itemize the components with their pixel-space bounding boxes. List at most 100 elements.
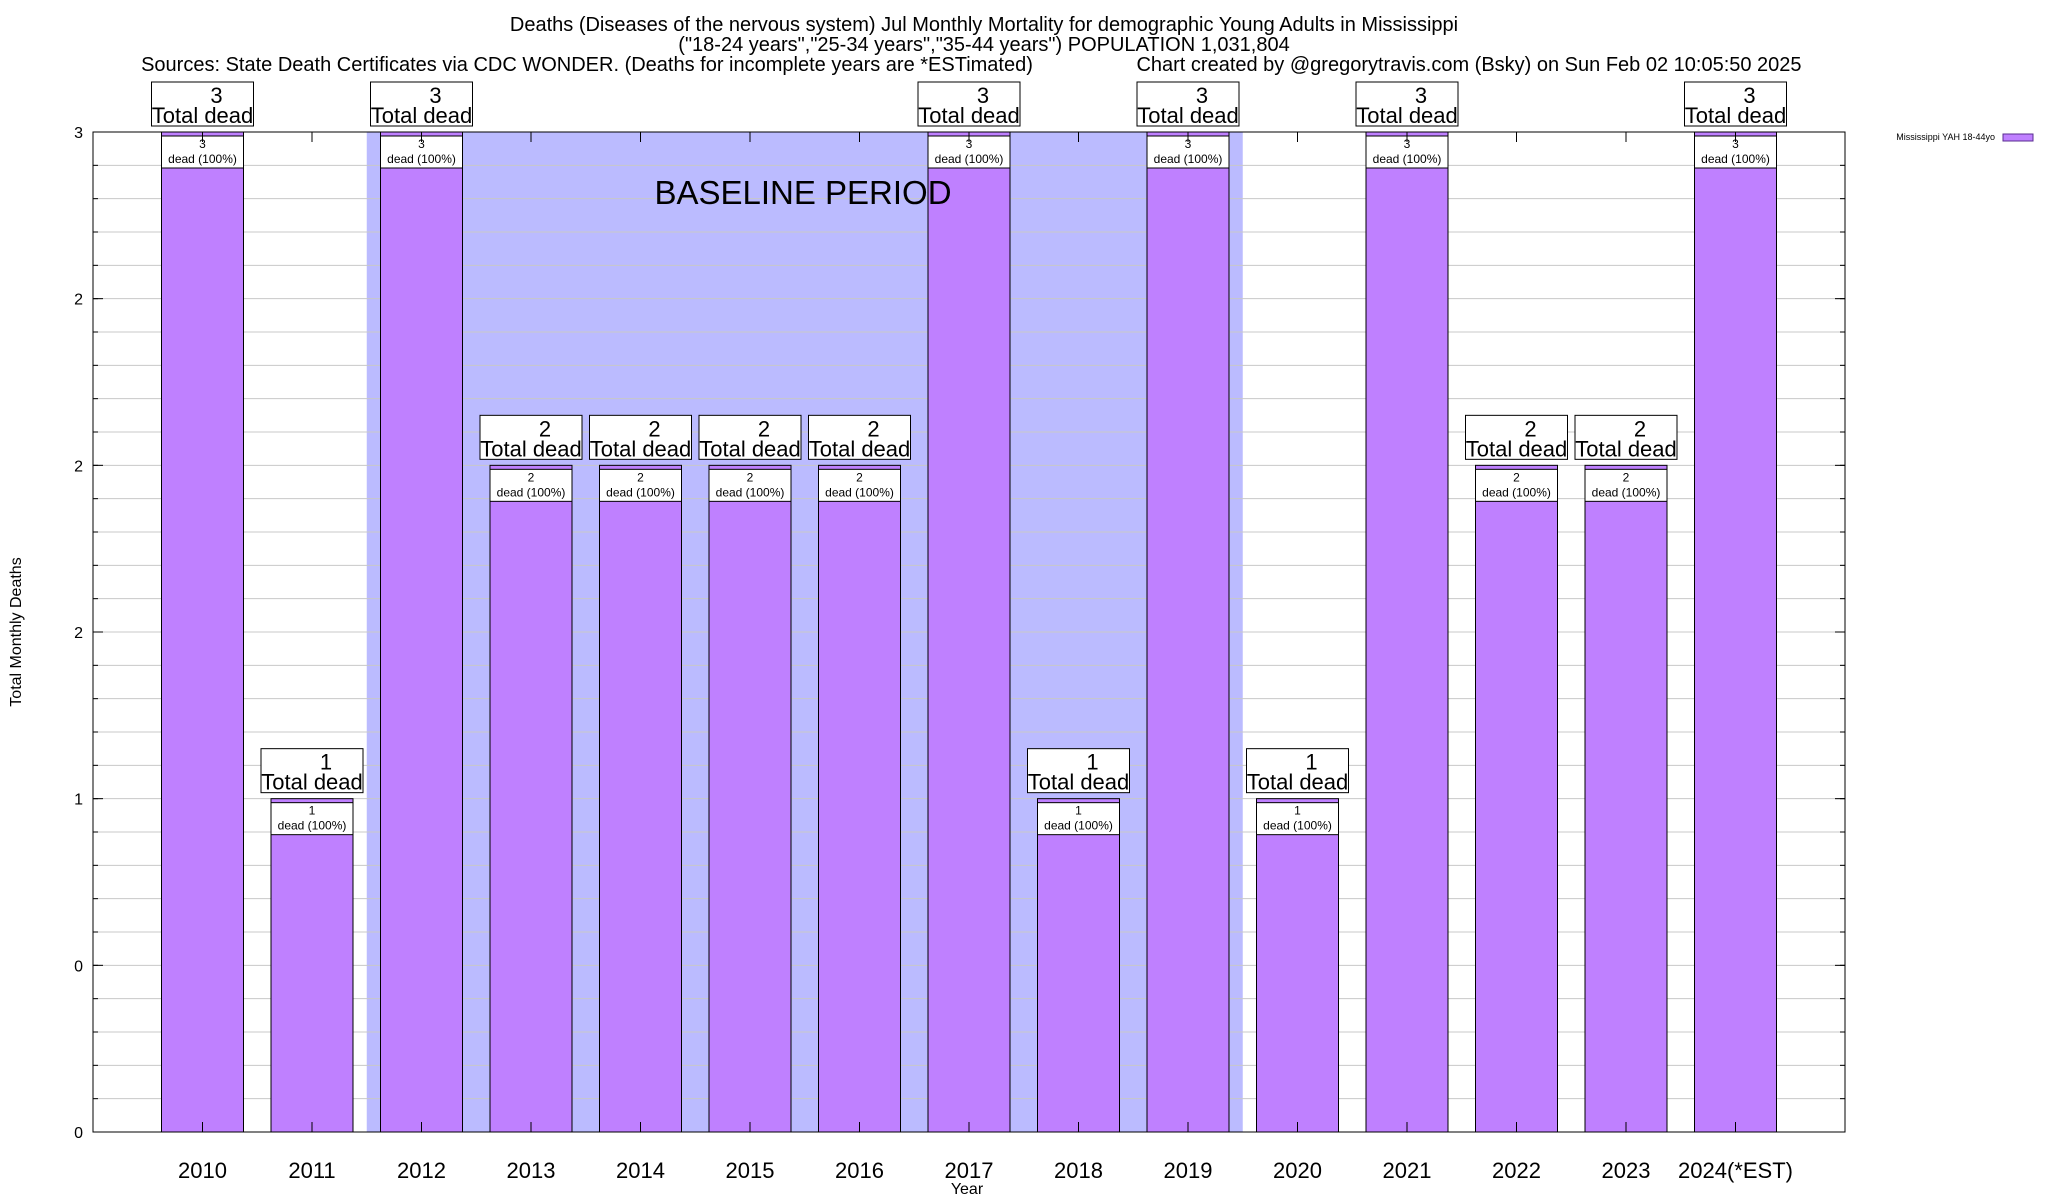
bar-total-label-box [479,414,583,460]
bar-inner-label-box [1037,802,1120,836]
bar-total-value-label: 2 [648,416,660,441]
bar-total-text-label: Total dead [480,436,582,461]
baseline-period-label: BASELINE PERIOD [654,174,951,211]
bar-total-value-label: 1 [1086,750,1098,775]
y-tick-label: 0 [74,958,83,975]
y-tick-label: 2 [74,292,83,309]
bar-total-value-label: 1 [320,750,332,775]
bar-inner-label-box [708,468,792,502]
bar-inner-value-label: 2 [528,470,535,484]
legend: Mississippi YAH 18-44yo [1896,132,2034,142]
bar-total-text-label: Total dead [809,436,911,461]
bar-total-value-label: 1 [1305,750,1317,775]
bar-total-label-box [589,414,692,460]
bar-total-text-label: Total dead [1356,103,1458,128]
bar [1037,798,1120,1133]
bar-inner-percent-label: dead (100%) [1701,152,1770,166]
bar-inner-percent-label: dead (100%) [825,485,894,499]
bar-inner-value-label: 2 [856,470,863,484]
legend-entry-label: Mississippi YAH 18-44yo [1896,132,1995,142]
bar-total-text-label: Total dead [590,436,692,461]
legend-swatch [2002,133,2034,142]
bar-inner-percent-label: dead (100%) [1044,819,1113,833]
axes: 0 0 1 2 2 2 3 2010 2011 2012 2013 2014 2015 2016 2017 2… [74,125,1845,1183]
bar-total-label-box [260,748,364,794]
bar-inner-value-label: 1 [309,804,316,818]
x-tick-label: 2011 [288,1158,335,1183]
bar-total-value-label: 3 [210,83,222,108]
bar-total-label-box [1136,81,1240,127]
x-tick-label: 2016 [835,1158,884,1183]
bar-inner-percent-label: dead (100%) [1373,152,1442,166]
bar-inner-percent-label: dead (100%) [168,152,237,166]
bar [380,131,463,1133]
bar-total-value-label: 3 [977,83,989,108]
bar-total-label-box [698,414,802,460]
bar-total-text-label: Total dead [1247,770,1349,795]
bar-total-label-box [917,81,1021,127]
chart-credit-line: Chart created by @gregorytravis.com (Bsk… [1136,54,1801,76]
bar [599,464,682,1133]
chart-source-line: Sources: State Death Certificates via CD… [141,54,1033,76]
y-tick-label: 2 [74,625,83,642]
bar-inner-percent-label: dead (100%) [716,485,785,499]
bar-inner-value-label: 3 [199,137,206,151]
bar [161,131,244,1133]
bar [1584,464,1668,1133]
bar-inner-value-label: 1 [1075,804,1082,818]
bar-total-label-box [151,81,254,127]
bar-inner-value-label: 1 [1294,804,1301,818]
bar [489,464,573,1133]
bar [1256,798,1339,1133]
bar-inner-percent-label: dead (100%) [935,152,1004,166]
bar-total-text-label: Total dead [371,103,473,128]
bar-total-label-box [370,81,473,127]
bar-total-text-label: Total dead [699,436,801,461]
bar [1146,131,1230,1133]
bar [708,464,792,1133]
x-tick-label: 2023 [1602,1158,1651,1183]
bar-inner-value-label: 2 [1513,470,1520,484]
bar-total-value-label: 3 [1415,83,1427,108]
y-tick-label: 0 [74,1125,83,1142]
bar-total-value-label: 2 [758,416,770,441]
bar-inner-percent-label: dead (100%) [387,152,456,166]
chart-title-line-1: Deaths (Diseases of the nervous system) … [510,14,1458,36]
x-tick-label: 2022 [1492,1158,1541,1183]
bar-inner-percent-label: dead (100%) [606,485,675,499]
bar-inner-value-label: 3 [1404,137,1411,151]
x-tick-label: 2020 [1273,1158,1322,1183]
x-tick-label: 2010 [178,1158,227,1183]
bar-inner-value-label: 3 [418,137,425,151]
bar-total-label-box [808,414,911,460]
y-tick-label: 3 [74,125,83,142]
bar-total-value-label: 2 [1634,416,1646,441]
bar-inner-label-box [599,468,682,502]
y-tick-label: 2 [74,458,83,475]
x-tick-label: 2017 [945,1158,994,1183]
bar-total-text-label: Total dead [1575,436,1677,461]
bar-total-label-box [1684,81,1787,127]
bar [818,464,901,1133]
bar-total-value-label: 3 [1743,83,1755,108]
chart-title-line-2: ("18-24 years","25-34 years","35-44 year… [678,34,1289,56]
bar-total-value-label: 2 [1524,416,1536,441]
bar-inner-label-box [270,802,354,836]
bar-inner-label-box [1584,468,1668,502]
bar-inner-percent-label: dead (100%) [1592,485,1661,499]
bar-inner-label-box [489,468,573,502]
x-tick-label: 2018 [1054,1158,1103,1183]
bar-total-value-label: 2 [539,416,551,441]
bar-total-label-box [1465,414,1568,460]
bar-inner-value-label: 3 [1185,137,1192,151]
x-tick-label: 2012 [397,1158,446,1183]
x-tick-label: 2013 [507,1158,556,1183]
bar-total-text-label: Total dead [918,103,1020,128]
x-tick-label: 2015 [726,1158,775,1183]
x-tick-label: 2021 [1383,1158,1432,1183]
bar-inner-value-label: 3 [966,137,973,151]
bar-inner-percent-label: dead (100%) [497,485,566,499]
bar-total-text-label: Total dead [261,770,363,795]
